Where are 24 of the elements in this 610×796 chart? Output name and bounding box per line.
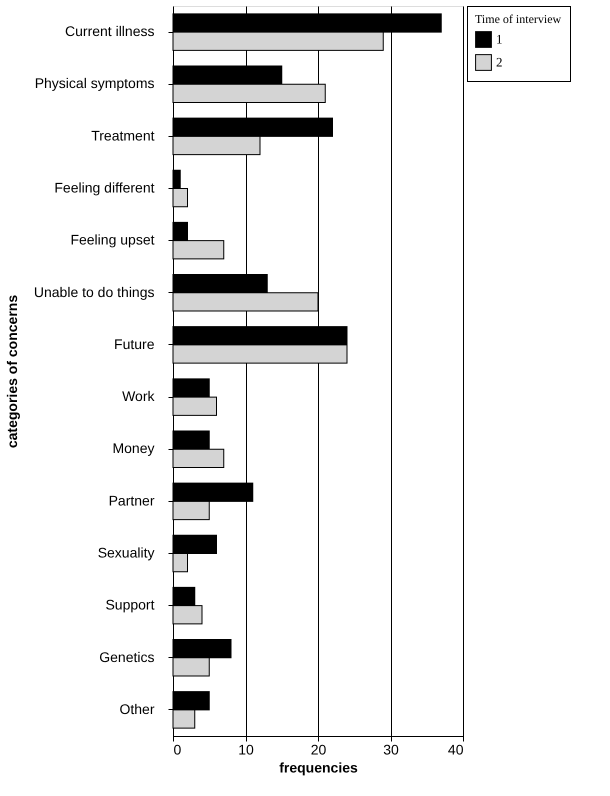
y-tick-label: Money xyxy=(112,440,154,456)
legend-label: 2 xyxy=(496,54,502,70)
y-tick-label: Physical symptoms xyxy=(34,75,154,92)
y-tick-label: Work xyxy=(122,388,156,404)
y-tick-label: Partner xyxy=(108,492,155,508)
y-tick-label: Sexuality xyxy=(98,544,154,560)
y-tick-label: Unable to do things xyxy=(34,284,154,300)
legend-label: 1 xyxy=(496,32,502,46)
x-tick-label: 20 xyxy=(310,742,326,758)
y-tick-label: Future xyxy=(114,336,155,352)
y-tick-label: Feeling different xyxy=(54,180,155,196)
x-tick-label: 0 xyxy=(174,742,182,758)
x-tick-label: 10 xyxy=(238,742,254,758)
y-axis-title: categories of concerns xyxy=(4,294,20,448)
legend-title: Time of interview xyxy=(475,12,562,26)
y-tick-label: Support xyxy=(105,596,155,613)
x-tick-label: 30 xyxy=(383,742,399,758)
y-tick-label: Genetics xyxy=(99,648,154,665)
y-tick-label: Feeling upset xyxy=(70,232,155,248)
x-axis-title: frequencies xyxy=(279,760,358,776)
y-tick-label: Other xyxy=(119,700,155,717)
y-tick-label: Treatment xyxy=(91,127,155,144)
y-tick-label: Current illness xyxy=(65,23,154,40)
x-tick-label: 40 xyxy=(448,742,464,758)
